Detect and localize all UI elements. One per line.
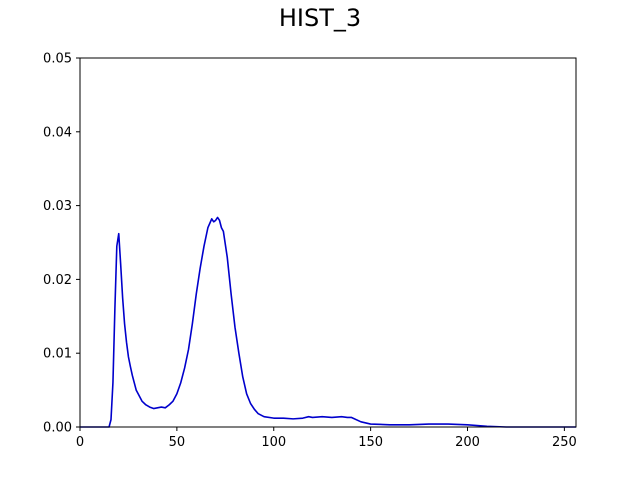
histogram-line <box>80 216 576 428</box>
y-tick-label: 0.00 <box>43 421 72 436</box>
y-tick-label: 0.02 <box>43 273 72 288</box>
y-axis-ticks: 0.00 0.01 0.02 0.03 0.04 0.05 <box>43 52 80 436</box>
y-tick-label: 0.03 <box>43 199 72 214</box>
y-tick-label: 0.01 <box>43 347 72 362</box>
y-tick-label: 0.04 <box>43 125 72 140</box>
x-tick-label: 50 <box>169 435 186 450</box>
x-tick-label: 150 <box>358 435 383 450</box>
x-tick-label: 0 <box>76 435 84 450</box>
x-tick-label: 200 <box>455 435 480 450</box>
x-axis-ticks: 0 50 100 150 200 250 <box>76 427 577 450</box>
x-tick-label: 100 <box>261 435 286 450</box>
plot-frame <box>79 57 577 428</box>
y-tick-label: 0.05 <box>43 52 72 67</box>
chart-title: HIST_3 <box>278 4 362 32</box>
x-tick-label: 250 <box>552 435 577 450</box>
